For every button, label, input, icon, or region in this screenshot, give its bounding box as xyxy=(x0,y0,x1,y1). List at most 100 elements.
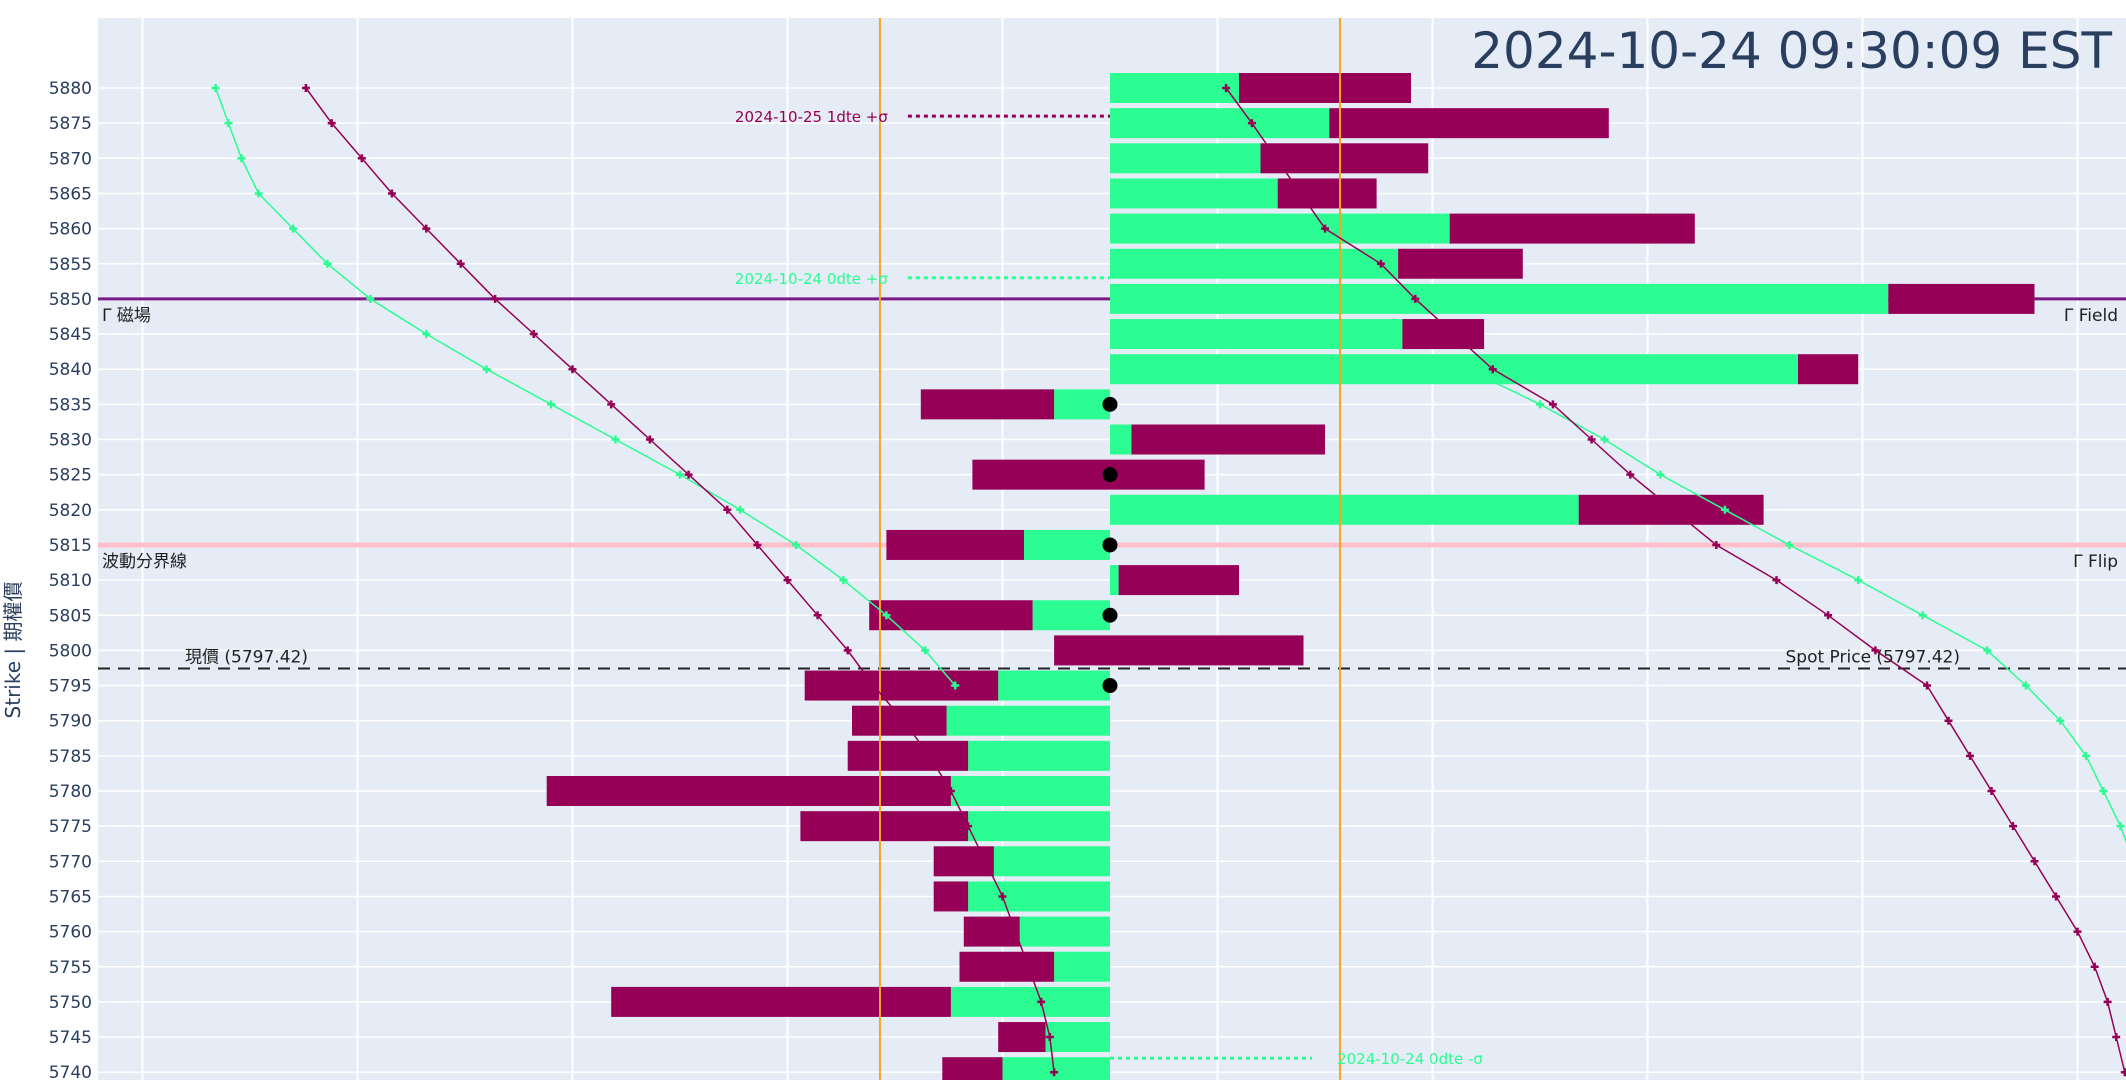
purple-point xyxy=(1871,646,1880,655)
purple-point xyxy=(2052,892,2060,901)
call-bar xyxy=(968,881,1110,912)
green-point xyxy=(839,576,848,585)
y-tick-label: 5825 xyxy=(49,466,92,486)
purple-point xyxy=(1488,365,1497,374)
y-tick-label: 5820 xyxy=(49,501,92,521)
purple-point xyxy=(387,189,396,198)
purple-point xyxy=(1966,751,1974,760)
put-bar xyxy=(847,740,969,771)
purple-point xyxy=(1321,224,1329,233)
put-bar xyxy=(998,1022,1046,1053)
put-bar xyxy=(972,459,1205,490)
green-point xyxy=(289,224,297,233)
call-bar xyxy=(968,811,1110,842)
y-tick-label: 5830 xyxy=(49,431,92,451)
call-bar xyxy=(1110,108,1330,139)
call-bar xyxy=(1032,600,1110,631)
green-point xyxy=(951,681,960,690)
purple-point xyxy=(1411,294,1420,303)
y-tick-label: 5780 xyxy=(49,782,92,802)
purple-point xyxy=(1712,540,1721,549)
green-point xyxy=(2116,822,2125,831)
purple-curve-right xyxy=(1225,87,2126,1073)
purple-point xyxy=(1944,716,1953,725)
green-curve-left xyxy=(214,87,956,686)
green-point xyxy=(1600,435,1609,444)
put-bar xyxy=(852,705,947,736)
put-bar xyxy=(886,529,1024,560)
y-tick-label: 5800 xyxy=(49,641,92,661)
put-bar xyxy=(1260,143,1429,174)
sigma-label: 2024-10-25 1dte +σ xyxy=(735,108,888,126)
green-point xyxy=(1785,540,1794,549)
purple-point xyxy=(301,84,310,92)
magnet-left-label: Γ 磁場 xyxy=(102,306,151,326)
purple-point xyxy=(843,646,852,655)
purple-point xyxy=(1050,1068,1059,1077)
green-point xyxy=(1983,646,1992,655)
call-bar xyxy=(950,776,1110,806)
y-tick-label: 5790 xyxy=(49,712,92,732)
sigma-label: 2024-10-24 0dte +σ xyxy=(735,270,888,288)
zero-dot xyxy=(1102,537,1118,553)
call-bar xyxy=(998,670,1110,701)
put-bar xyxy=(869,600,1033,631)
call-bar xyxy=(1054,951,1110,982)
call-bar xyxy=(1110,213,1450,244)
call-bar xyxy=(1019,916,1110,947)
purple-point xyxy=(1669,505,1678,514)
call-bar xyxy=(1110,354,1798,385)
y-tick-label: 5805 xyxy=(49,606,92,626)
green-point xyxy=(2056,716,2065,725)
call-bar xyxy=(1024,529,1110,560)
green-point xyxy=(2099,787,2108,795)
put-bar xyxy=(1888,283,2035,314)
purple-point xyxy=(998,892,1007,901)
green-point xyxy=(1656,470,1665,479)
y-tick-label: 5775 xyxy=(49,817,92,837)
purple-point xyxy=(925,751,934,760)
zero-dot xyxy=(1102,678,1118,694)
green-point xyxy=(676,470,684,479)
green-point xyxy=(1536,400,1544,409)
purple-point xyxy=(1987,787,1996,795)
y-tick-label: 5835 xyxy=(49,395,92,415)
green-point xyxy=(366,294,375,303)
put-bar xyxy=(611,986,951,1017)
y-tick-label: 5745 xyxy=(49,1028,92,1048)
green-point xyxy=(237,154,246,163)
purple-point xyxy=(1037,997,1046,1006)
purple-point xyxy=(1824,611,1833,620)
flip-left-label: 波動分界線 xyxy=(102,552,187,572)
purple-point xyxy=(1923,681,1931,690)
y-tick-label: 5865 xyxy=(49,184,92,204)
y-tick-label: 5760 xyxy=(49,923,92,943)
y-ticks: 5880 5875 5870 5865 5860 5855 5850 5845 5840 5835… xyxy=(49,79,92,1083)
call-bar xyxy=(1045,1022,1110,1053)
put-bar xyxy=(1798,354,1859,385)
purple-point xyxy=(491,294,500,303)
green-point xyxy=(211,84,220,92)
zero-dot xyxy=(1102,396,1118,412)
green-point xyxy=(882,611,891,620)
purple-point xyxy=(1626,470,1635,479)
y-tick-label: 5785 xyxy=(49,747,92,767)
put-bar xyxy=(1054,635,1304,666)
purple-point xyxy=(456,259,465,268)
purple-point xyxy=(684,470,693,479)
spot-right-label: Spot Price (5797.42) xyxy=(1786,648,1961,668)
purple-point xyxy=(946,787,955,795)
green-point xyxy=(482,365,491,374)
purple-point xyxy=(1024,962,1033,971)
purple-point xyxy=(964,822,973,831)
green-point xyxy=(422,330,431,339)
purple-point xyxy=(981,857,990,866)
purple-point xyxy=(753,540,762,549)
green-point xyxy=(1918,611,1927,620)
put-bar xyxy=(546,776,951,806)
call-bar xyxy=(946,705,1110,736)
flip-right-label: Γ Flip xyxy=(2073,552,2118,572)
y-tick-label: 5755 xyxy=(49,958,92,978)
purple-point xyxy=(783,576,792,585)
